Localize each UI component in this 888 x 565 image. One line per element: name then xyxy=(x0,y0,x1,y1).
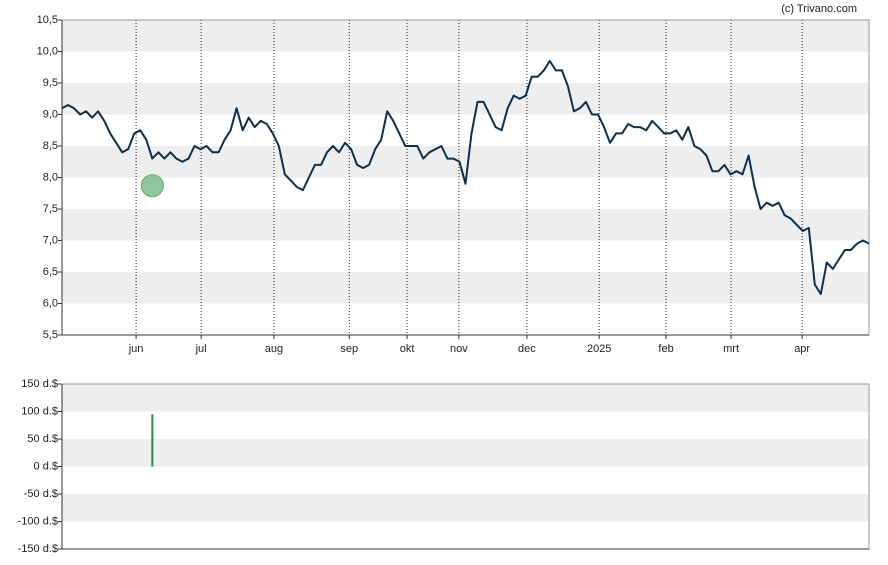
y-tick-label: 6,0 xyxy=(43,297,58,309)
y-tick-label: 10,0 xyxy=(37,45,58,57)
grid-band xyxy=(62,83,869,115)
grid-band xyxy=(62,384,869,412)
grid-band xyxy=(62,439,869,467)
y-tick-label: 7,5 xyxy=(43,203,58,215)
x-tick-label: nov xyxy=(450,343,468,355)
y-tick-label: 9,0 xyxy=(43,108,58,120)
y-tick-label: 0 d.$ xyxy=(34,460,58,472)
y-tick-label: 7,0 xyxy=(43,234,58,246)
y-tick-label: 50 d.$ xyxy=(27,433,58,445)
y-tick-label: 10,5 xyxy=(37,14,58,26)
y-tick-label: 6,5 xyxy=(43,266,58,278)
credit: (c) Trivano.com xyxy=(781,3,857,15)
y-tick-label: 150 d.$ xyxy=(21,378,58,390)
x-tick-label: sep xyxy=(340,343,358,355)
x-tick-label: 2025 xyxy=(587,343,611,355)
grid-band xyxy=(62,494,869,522)
y-tick-label: 8,5 xyxy=(43,140,58,152)
y-tick-label: -150 d.$ xyxy=(18,543,58,555)
x-tick-label: apr xyxy=(794,343,810,355)
x-tick-label: aug xyxy=(265,343,283,355)
x-tick-label: dec xyxy=(518,343,536,355)
x-tick-label: feb xyxy=(658,343,673,355)
x-tick-label: jun xyxy=(128,343,144,355)
grid-band xyxy=(62,209,869,241)
grid-band xyxy=(62,20,869,52)
price-line xyxy=(61,60,870,295)
x-tick-label: jul xyxy=(195,343,207,355)
grid-band xyxy=(62,272,869,304)
x-tick-label: okt xyxy=(400,343,415,355)
y-tick-label: 100 d.$ xyxy=(21,405,58,417)
y-tick-label: 8,0 xyxy=(43,171,58,183)
x-tick-label: mrt xyxy=(723,343,739,355)
event-marker xyxy=(140,174,164,198)
y-tick-label: 9,5 xyxy=(43,77,58,89)
y-tick-label: -100 d.$ xyxy=(18,515,58,527)
y-tick-label: 5,5 xyxy=(43,329,58,341)
y-tick-label: -50 d.$ xyxy=(24,488,58,500)
